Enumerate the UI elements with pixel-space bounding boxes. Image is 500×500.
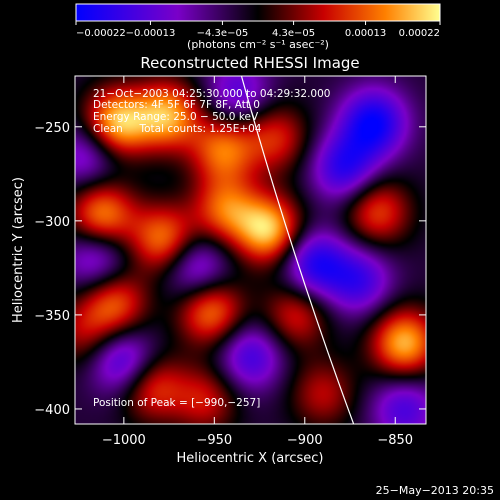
y-tick-label: −300 (34, 215, 70, 230)
detectors-annotation: Detectors: 4F 5F 6F 7F 8F, Att 0 (93, 99, 260, 111)
plot-frame (74, 75, 427, 425)
colorbar-tick-label: 0.00013 (345, 28, 386, 39)
axis-ticks: −1000 −950 −900 −850 −250 −300 −350 −400 (34, 76, 426, 448)
colorbar (75, 3, 441, 22)
colorbar-tick-label: 4.3e−05 (272, 28, 315, 39)
x-tick-label: −1000 (102, 433, 146, 448)
peak-position-annotation: Position of Peak = [−990,−257] (93, 397, 260, 409)
time-range-annotation: 21−Oct−2003 04:25:30.000 to 04:29:32.000 (93, 88, 330, 100)
y-axis-label: Heliocentric Y (arcsec) (11, 177, 26, 323)
colorbar-tick-label: −0.00013 (126, 28, 176, 39)
energy-range-annotation: Energy Range: 25.0 − 50.0 keV (93, 111, 259, 123)
x-tick-label: −850 (377, 433, 413, 448)
y-tick-label: −400 (34, 403, 70, 418)
colorbar-tick-label: −4.3e−05 (197, 28, 249, 39)
colorbar-tick-label: 0.00022 (399, 28, 440, 39)
colorbar-units: (photons cm⁻² s⁻¹ asec⁻²) (187, 38, 329, 51)
colorbar-ticks: −0.00022 −0.00013 −4.3e−05 4.3e−05 0.00013 0.… (75, 21, 441, 39)
limb-curve (240, 76, 355, 424)
x-tick-label: −950 (196, 433, 232, 448)
clean-counts-annotation: Clean Total counts: 1.25E+04 (93, 123, 262, 135)
x-axis-label: Heliocentric X (arcsec) (177, 451, 324, 466)
x-tick-label: −900 (287, 433, 323, 448)
heatmap-image (75, 76, 426, 424)
chart-title: Reconstructed RHESSI Image (140, 54, 359, 72)
y-tick-label: −350 (34, 309, 70, 324)
colorbar-tick-label: −0.00022 (76, 28, 126, 39)
y-tick-label: −250 (34, 121, 70, 136)
render-timestamp: 25−May−2013 20:35 (376, 484, 494, 497)
